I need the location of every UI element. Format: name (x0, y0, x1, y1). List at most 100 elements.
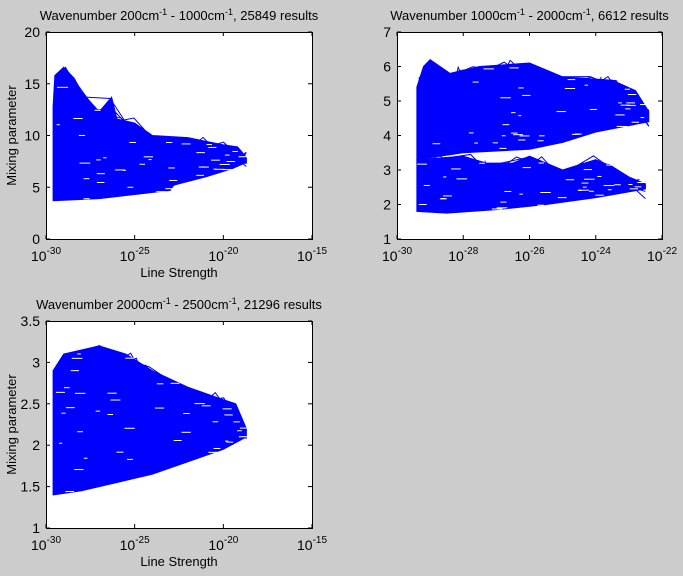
title-superscript: -1 (229, 296, 237, 306)
data-line (601, 118, 615, 124)
data-line (161, 148, 200, 152)
data-line (191, 392, 222, 414)
data-line (440, 66, 506, 82)
data-line (566, 195, 596, 198)
subplot-2: 10-30 10-28 10-26 10-24 10-22 1 2 3 4 5 6 7Wavenumb… (382, 7, 677, 264)
data-line (73, 193, 85, 200)
data-line (615, 171, 646, 199)
data-line (579, 186, 639, 195)
data-line (513, 137, 521, 149)
y-tick-label: 10 (24, 128, 40, 144)
data-line (602, 178, 640, 197)
plot-title: Wavenumber 2000cm-1 - 2500cm-1, 21296 re… (36, 296, 322, 312)
y-tick-label: 2 (32, 437, 40, 453)
title-superscript: -1 (225, 7, 233, 17)
data-line (164, 378, 176, 397)
data-line (211, 397, 236, 418)
x-tick-label: 10-20 (208, 535, 238, 553)
data-line (66, 345, 100, 364)
x-tick-exponent: -20 (224, 535, 239, 546)
data-line (155, 176, 195, 192)
data-line (437, 145, 481, 150)
title-superscript: -1 (583, 7, 591, 17)
x-tick-exponent: -20 (224, 246, 239, 257)
title-text: , 25849 results (233, 8, 319, 23)
x-tick-exponent: -26 (530, 246, 545, 257)
data-line (468, 147, 475, 152)
data-line (488, 70, 558, 86)
data-line (512, 159, 542, 167)
data-line (54, 80, 97, 111)
data-line (215, 433, 243, 453)
data-line (196, 398, 247, 436)
title-superscript: -1 (159, 7, 167, 17)
data-line (76, 188, 91, 197)
data-line (549, 162, 616, 185)
y-tick-label: 6 (383, 59, 391, 75)
data-line (555, 76, 626, 92)
data-line (77, 92, 115, 120)
data-line (494, 61, 515, 70)
data-line (526, 127, 582, 144)
title-text: - 1000cm (167, 8, 225, 23)
data-line (515, 74, 533, 81)
data-line (164, 450, 192, 469)
title-text: - 2500cm (171, 297, 229, 312)
x-tick-exponent: -25 (135, 535, 150, 546)
data-line (141, 364, 150, 371)
title-text: , 6612 results (591, 8, 670, 23)
data-line (117, 470, 123, 478)
data-line (499, 66, 503, 74)
plot-title: Wavenumber 200cm-1 - 1000cm-1, 25849 res… (40, 7, 319, 23)
x-tick-exponent: -24 (596, 246, 611, 257)
data-line (73, 466, 132, 488)
y-tick-label: 4 (383, 128, 391, 144)
x-tick-exponent: -25 (135, 246, 150, 257)
data-line (60, 191, 78, 195)
data-line (484, 156, 549, 180)
data-line (429, 139, 483, 153)
data-line (150, 373, 166, 392)
data-line (77, 475, 101, 484)
data-line (488, 198, 521, 208)
data-line (213, 153, 244, 163)
y-tick-label: 3.5 (21, 313, 41, 329)
data-line (114, 352, 165, 391)
x-tick-label: 10-30 (31, 246, 61, 264)
data-line (159, 458, 169, 472)
x-tick-label: 10-15 (297, 246, 327, 264)
data-line (574, 188, 577, 196)
data-line (554, 191, 558, 196)
data-line (596, 174, 633, 184)
data-line (169, 384, 215, 405)
data-line (163, 384, 212, 398)
data-line (168, 453, 196, 467)
y-tick-label: 3 (383, 162, 391, 178)
data-line (618, 109, 649, 128)
y-tick-label: 5 (383, 93, 391, 109)
data-line (572, 77, 645, 105)
x-axis-label: Line Strength (140, 265, 217, 280)
y-tick-label: 2.5 (21, 396, 41, 412)
data-line (53, 74, 72, 101)
plot-title: Wavenumber 1000cm-1 - 2000cm-1, 6612 res… (390, 7, 669, 23)
data-line (188, 442, 221, 462)
y-tick-label: 1 (32, 520, 40, 536)
title-text: Wavenumber 2000cm (36, 297, 163, 312)
x-tick-label: 10-25 (120, 246, 150, 264)
data-line (577, 188, 582, 195)
y-tick-label: 1 (383, 231, 391, 247)
data-line (103, 119, 136, 127)
data-line (595, 185, 622, 196)
data-line (87, 472, 109, 488)
x-tick-label: 10-22 (647, 246, 677, 264)
data-line (81, 345, 119, 367)
data-line (599, 76, 602, 93)
data-lines (52, 66, 248, 202)
data-line (103, 182, 138, 197)
data-line (420, 162, 472, 175)
data-line (428, 202, 441, 209)
data-line (144, 367, 161, 386)
data-line (468, 201, 546, 204)
